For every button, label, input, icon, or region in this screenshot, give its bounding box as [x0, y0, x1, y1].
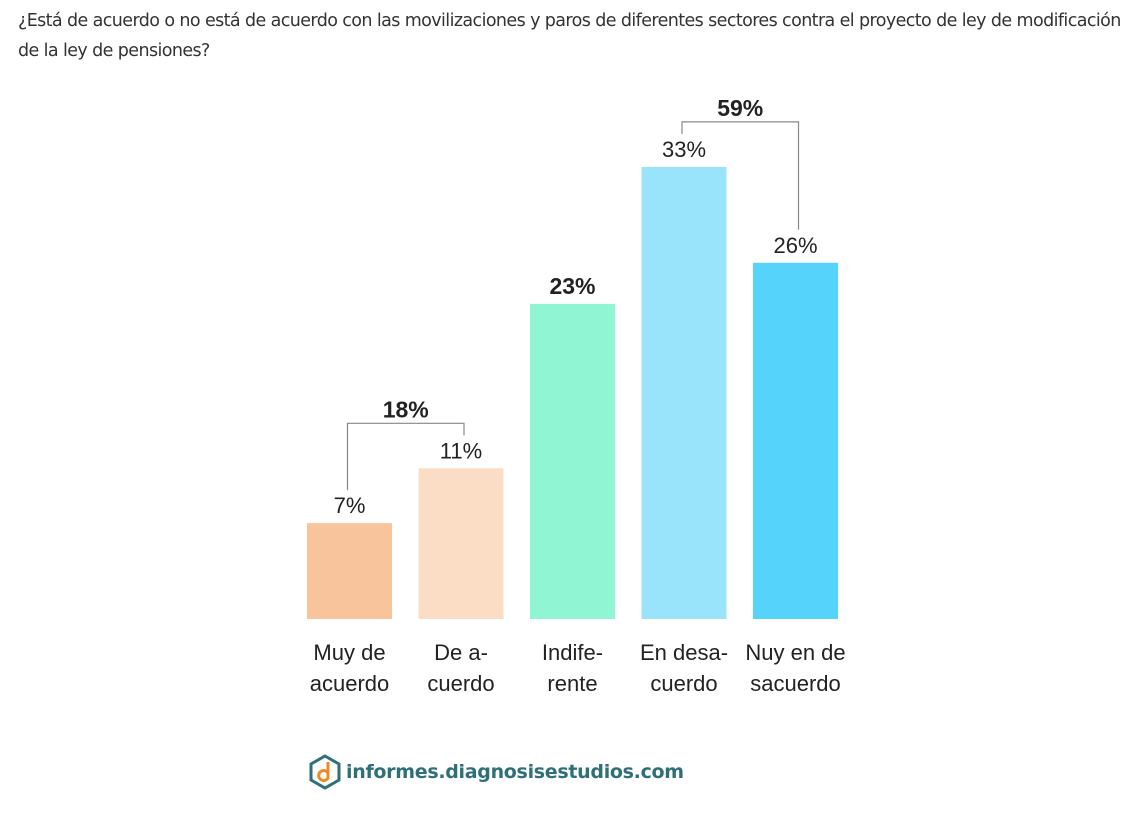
category-label: sacuerdo: [750, 671, 841, 696]
bar: [307, 523, 392, 619]
bracket-label: 59%: [717, 95, 763, 121]
bar: [641, 166, 727, 619]
logo: informes.diagnosisestudios.com: [308, 754, 684, 790]
value-label: 11%: [440, 438, 482, 463]
category-label: acuerdo: [310, 671, 390, 696]
value-label: 26%: [773, 233, 817, 258]
category-label: Muy de: [313, 640, 385, 665]
question-text: ¿Está de acuerdo o no está de acuerdo co…: [18, 11, 1121, 61]
bracket-line: [681, 121, 800, 230]
bar: [418, 468, 504, 619]
category-label: cuerdo: [427, 671, 494, 696]
logo-icon: [309, 754, 341, 790]
bar: [530, 303, 615, 619]
value-label: 7%: [334, 493, 366, 518]
value-label: 23%: [549, 273, 595, 299]
bracket-line: [346, 422, 465, 491]
value-label: 33%: [662, 137, 706, 162]
category-label: rente: [547, 671, 597, 696]
logo-text: informes.diagnosisestudios.com: [346, 761, 684, 783]
category-label: Nuy en de: [745, 640, 845, 665]
category-label: cuerdo: [650, 671, 717, 696]
category-label: De a-: [434, 640, 488, 665]
category-label: En desa-: [640, 640, 728, 665]
category-label: Indife-: [542, 640, 603, 665]
bracket-label: 18%: [383, 396, 429, 422]
bar: [753, 262, 838, 619]
